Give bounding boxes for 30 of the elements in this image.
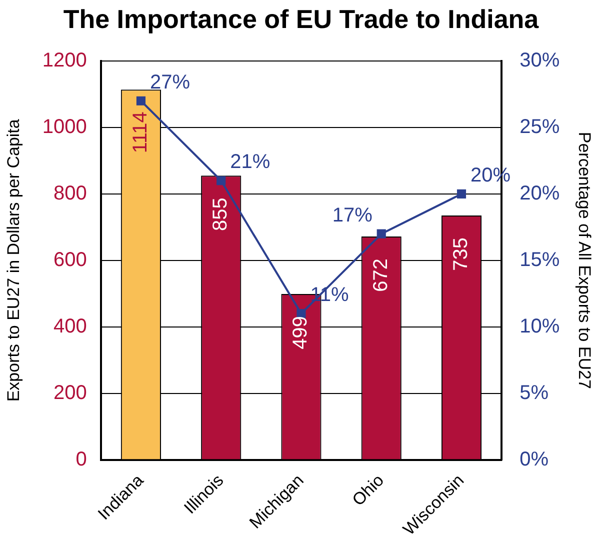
y2-tick-label: 0% [520, 448, 549, 470]
y2-tick-label: 10% [520, 315, 560, 338]
y2-tick-label: 15% [520, 248, 560, 271]
y-tick-label: 400 [54, 315, 87, 338]
point [136, 96, 146, 106]
chart-title: The Importance of EU Trade to Indiana [62, 4, 540, 35]
point [376, 229, 386, 238]
point [456, 189, 466, 198]
x-tick-label: Ohio [348, 470, 388, 510]
y2-axis-title: Percentage of All Exports to EU27 [575, 132, 594, 389]
y2-tick-label: 20% [520, 182, 560, 204]
y-tick-label: 1200 [42, 50, 87, 72]
y-tick-label: 800 [54, 182, 87, 204]
y-tick-label: 600 [54, 248, 87, 271]
y-tick-label: 1000 [42, 116, 87, 138]
y2-tick-label: 5% [520, 382, 549, 404]
data-label: 735 [450, 238, 472, 271]
y-tick-label: 0 [76, 448, 87, 470]
y-tick-label: 200 [54, 382, 87, 404]
data-label: 27% [150, 71, 190, 94]
data-label: 855 [210, 198, 232, 232]
data-label: 17% [332, 204, 373, 226]
data-label: 672 [370, 258, 392, 292]
y2-tick-label: 30% [520, 50, 560, 72]
point [216, 176, 226, 186]
y-axis-title: Exports to EU27 in Dollars per Capita [4, 118, 23, 402]
data-label: 1114 [129, 112, 152, 154]
y2-tick-label: 25% [520, 116, 560, 138]
data-label: 21% [230, 151, 270, 174]
data-label: 499 [290, 316, 312, 350]
